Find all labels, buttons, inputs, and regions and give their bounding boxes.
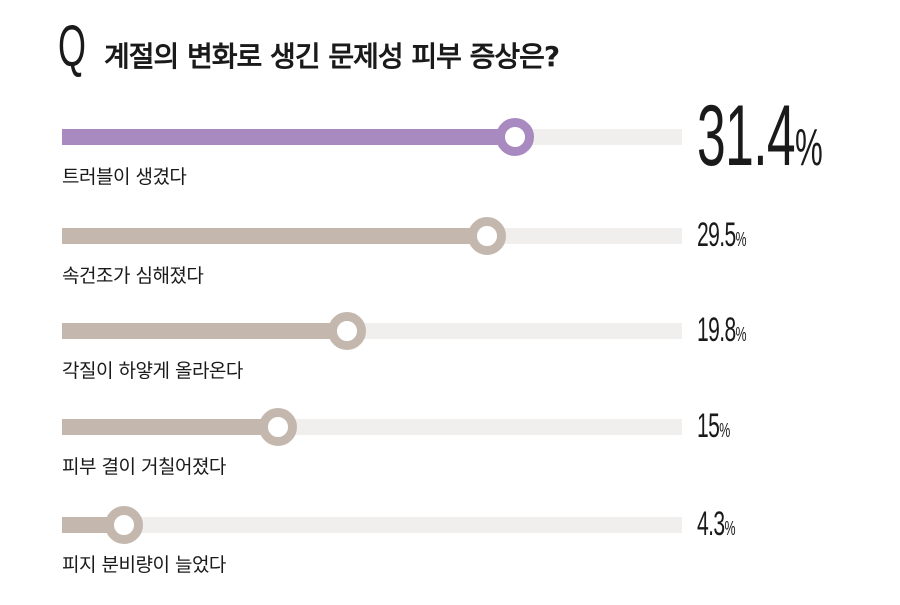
bar-track — [62, 506, 682, 544]
value-unit: % — [795, 119, 823, 177]
category-label: 피부 결이 거칠어졌다 — [62, 456, 226, 478]
bar-knob — [105, 506, 143, 544]
category-label: 속건조가 심해졌다 — [62, 265, 204, 287]
value-label: 31.4% — [697, 93, 823, 179]
bar-fill — [62, 228, 487, 244]
bar-fill — [62, 323, 347, 339]
bar-track — [62, 312, 682, 350]
value-unit: % — [735, 229, 747, 251]
value-label: 29.5% — [697, 216, 747, 254]
bar-fill — [62, 419, 278, 435]
value-unit: % — [719, 420, 730, 442]
bar-knob — [259, 408, 297, 446]
value-unit: % — [724, 518, 735, 540]
value-unit: % — [735, 324, 747, 346]
value-label: 19.8% — [697, 311, 747, 349]
value-number: 4.3 — [697, 505, 725, 543]
value-label: 4.3% — [697, 507, 735, 541]
bar-knob — [328, 312, 366, 350]
bar-track — [62, 217, 682, 255]
category-label: 각질이 하얗게 올라온다 — [62, 360, 243, 382]
chart-title: 계절의 변화로 생긴 문제성 피부 증상은? — [104, 40, 560, 73]
value-number: 29.5 — [697, 216, 736, 254]
bar-track — [62, 118, 682, 156]
bar-fill — [62, 129, 515, 145]
category-label: 피지 분비량이 늘었다 — [62, 554, 226, 576]
value-number: 31.4 — [697, 88, 796, 184]
bar-knob — [496, 118, 534, 156]
category-label: 트러블이 생겼다 — [62, 166, 187, 188]
q-mark: Q — [58, 14, 86, 79]
value-label: 15% — [697, 409, 730, 443]
bar-knob — [468, 217, 506, 255]
value-number: 19.8 — [697, 311, 736, 349]
value-number: 15 — [697, 407, 720, 445]
bar-track — [62, 408, 682, 446]
